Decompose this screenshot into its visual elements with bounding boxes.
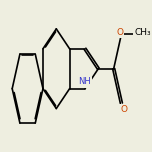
Text: CH₃: CH₃ (134, 28, 151, 37)
Text: O: O (116, 28, 123, 37)
Text: NH: NH (79, 77, 91, 86)
Text: O: O (120, 105, 127, 114)
